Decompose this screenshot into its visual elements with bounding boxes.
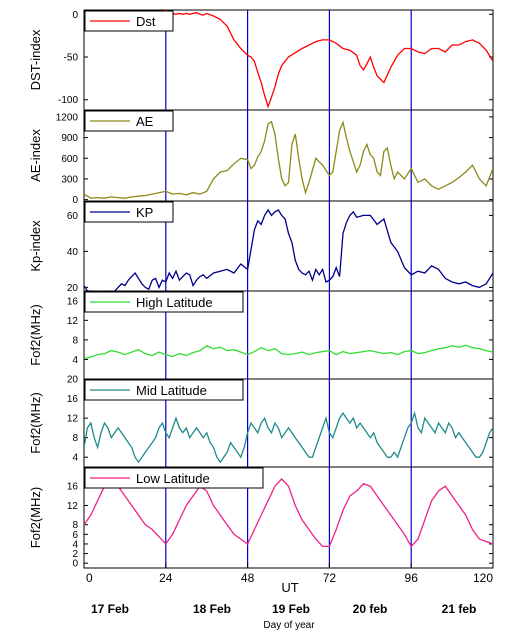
y-tick-label: 4 (72, 453, 78, 464)
panels: 0-50-100DST-indexDst03006009001200AE-ind… (28, 9, 494, 570)
legend-label: Mid Latitude (136, 383, 207, 398)
y-tick-label: 8 (72, 520, 78, 531)
x-tick-label: 48 (241, 571, 255, 585)
y-tick-label: 6 (72, 530, 78, 541)
y-tick-label: 16 (67, 482, 79, 493)
series-line-ae (84, 120, 493, 199)
x-tick-label: 72 (323, 571, 337, 585)
y-tick-label: 0 (72, 559, 78, 570)
date-label: 20 feb (353, 602, 388, 616)
panel-ae: 0 300 600 900 1200 AE-index AE (28, 109, 494, 206)
panel-kp: 20 40 60 Kp-index KP (28, 200, 494, 294)
legend-label: Dst (136, 14, 156, 29)
date-label: 18 Feb (193, 602, 231, 616)
y-tick-label: 600 (61, 154, 78, 165)
panel-frame (83, 466, 494, 569)
x-tick-label: 0 (86, 571, 93, 585)
legend-box (84, 467, 264, 489)
y-tick-label: 16 (67, 394, 79, 405)
x-axis-title: UT (281, 580, 298, 595)
y-tick-label: 300 (61, 174, 78, 185)
y-axis-label: DST-index (28, 29, 43, 90)
y-tick-label: -50 (64, 53, 79, 64)
y-tick-label: 12 (67, 414, 79, 425)
series-line-kp (84, 208, 493, 291)
legend-label: High Latitude (136, 295, 213, 310)
x-tick-label: 24 (159, 571, 173, 585)
y-tick-label: -100 (58, 95, 78, 106)
y-tick-label: 40 (67, 247, 79, 258)
y-axis-label: AE-index (28, 129, 43, 182)
y-tick-label: 12 (67, 316, 79, 327)
panel-mid: 4 8 12 16 20 Fof2(MHz) Mid Latitude (28, 375, 494, 468)
y-tick-label: 0 (72, 195, 78, 206)
series-line-high (84, 344, 493, 360)
y-tick-label: 1200 (56, 112, 79, 123)
x-tick-label: 120 (473, 571, 493, 585)
y-tick-label: 8 (72, 335, 78, 346)
y-tick-label: 20 (67, 283, 79, 294)
panel-dst: 0 -50 -100 DST-index Dst (28, 9, 494, 111)
panel-high: 4 8 12 16 Fof2(MHz) High Latitude (28, 290, 494, 380)
legend-label: AE (136, 114, 154, 129)
y-tick-label: 0 (72, 10, 78, 21)
x-axis: 0 24 48 72 96 120 UT 17 Feb 18 Feb 19 Feb 20 feb 21… (83, 563, 494, 631)
y-axis-label: Fof2(MHz) (28, 392, 43, 453)
y-tick-label: 60 (67, 211, 79, 222)
y-tick-label: 4 (72, 355, 78, 366)
date-label: 21 feb (442, 602, 477, 616)
y-tick-label: 20 (67, 375, 79, 386)
y-tick-label: 4 (72, 539, 78, 550)
x-tick-label: 96 (405, 571, 419, 585)
y-tick-label: 16 (67, 296, 79, 307)
y-axis-label: Fof2(MHz) (28, 487, 43, 548)
y-tick-label: 900 (61, 133, 78, 144)
y-tick-label: 12 (67, 501, 79, 512)
date-label: 17 Feb (91, 602, 129, 616)
series-line-mid (84, 410, 493, 464)
series-line-low (84, 478, 493, 548)
y-axis-label: Fof2(MHz) (28, 304, 43, 365)
y-tick-label: 2 (72, 549, 78, 560)
y-axis-label: Kp-index (28, 220, 43, 272)
x-axis-sublabel: Day of year (263, 620, 315, 631)
legend-label: KP (136, 205, 153, 220)
legend-box (84, 291, 244, 313)
legend-box (84, 379, 244, 401)
y-tick-label: 8 (72, 433, 78, 444)
date-label: 19 Feb (272, 602, 310, 616)
legend-label: Low Latitude (136, 471, 210, 486)
